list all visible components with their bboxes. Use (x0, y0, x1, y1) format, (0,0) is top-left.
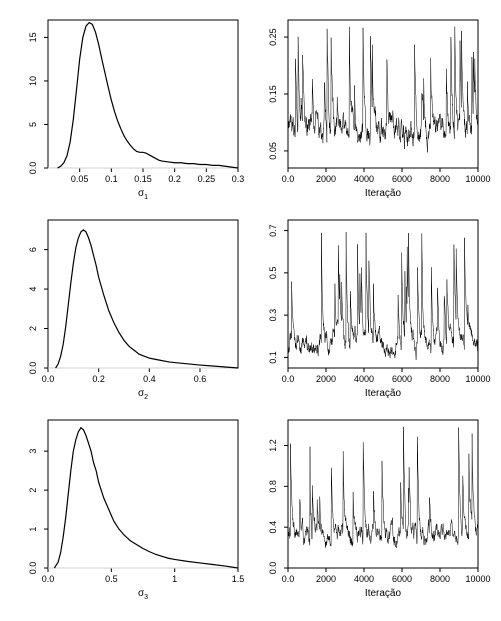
y-tick-label: 1 (28, 527, 38, 532)
y-tick-label: 0.8 (268, 480, 278, 493)
plot-frame (288, 20, 478, 168)
x-tick-label: 0.2 (168, 174, 181, 184)
x-tick-label: 0.4 (143, 374, 156, 384)
x-tick-label: 1 (172, 574, 177, 584)
density-curve (58, 23, 239, 168)
x-tick-label: 8000 (430, 374, 450, 384)
x-tick-label: 0.0 (282, 374, 295, 384)
x-tick-label: 0.25 (198, 174, 216, 184)
y-tick-label: 0.4 (268, 521, 278, 534)
y-tick-label: 1.2 (268, 439, 278, 452)
y-tick-label: 4 (28, 287, 38, 292)
x-axis-label: σ2 (138, 388, 148, 401)
x-tick-label: 10000 (465, 174, 490, 184)
plot-frame (48, 220, 238, 368)
panel-trace_sigma3: 0.0 2000 4000 6000 8000 10000 0.0 0.4 0.8 1.2 Iter… (268, 420, 491, 599)
x-axis-label: σ3 (138, 588, 148, 601)
x-tick-label: 1.5 (232, 574, 245, 584)
x-axis-label: Iteração (365, 188, 402, 199)
trace-line (288, 427, 478, 548)
y-tick-label: 2 (28, 488, 38, 493)
y-tick-label: 0.3 (268, 309, 278, 322)
x-tick-label: 6000 (392, 174, 412, 184)
x-tick-label: 0.6 (194, 374, 207, 384)
x-tick-label: 10000 (465, 574, 490, 584)
panel-density_sigma2: 0.0 0.2 0.4 0.6 0.0 2 4 6 σ2 (28, 220, 238, 401)
x-tick-label: 4000 (354, 374, 374, 384)
plot-frame (288, 420, 478, 568)
x-tick-label: 8000 (430, 174, 450, 184)
density-curve (54, 428, 238, 568)
x-tick-label: 0.2 (92, 374, 105, 384)
y-tick-label: 0.0 (268, 562, 278, 575)
x-tick-label: 6000 (392, 574, 412, 584)
y-tick-label: 3 (28, 449, 38, 454)
x-tick-label: 0.0 (42, 574, 55, 584)
y-tick-label: 0.25 (268, 28, 278, 46)
panel-trace_sigma1: 0.0 2000 4000 6000 8000 10000 0.05 0.15 0.25 Iter… (268, 20, 491, 199)
x-tick-label: 0.1 (105, 174, 118, 184)
panel-trace_sigma2: 0.0 2000 4000 6000 8000 10000 0.1 0.3 0.5 0.7 Iter… (268, 220, 491, 399)
y-tick-label: 0.15 (268, 85, 278, 103)
y-tick-label: 0.0 (28, 162, 38, 175)
x-tick-label: 0.0 (282, 574, 295, 584)
y-tick-label: 15 (28, 32, 38, 42)
x-tick-label: 4000 (354, 174, 374, 184)
x-tick-label: 2000 (316, 174, 336, 184)
chart-container: 0.050.10.150.20.250.30.051015σ10.0200040… (0, 0, 501, 621)
plot-frame (48, 420, 238, 568)
density-curve (56, 230, 238, 368)
y-tick-label: 6 (28, 247, 38, 252)
x-tick-label: 8000 (430, 574, 450, 584)
y-tick-label: 0.1 (268, 351, 278, 364)
y-tick-label: 0.7 (268, 224, 278, 237)
y-tick-label: 10 (28, 76, 38, 86)
panel-density_sigma1: 0.050.10.150.20.250.30.051015σ1 (28, 20, 244, 201)
y-tick-label: 0.0 (28, 562, 38, 575)
x-tick-label: 4000 (354, 574, 374, 584)
y-tick-label: 0.05 (268, 142, 278, 160)
trace-line (288, 27, 478, 153)
y-tick-label: 0.5 (268, 267, 278, 280)
trace-line (288, 232, 478, 360)
x-tick-label: 0.15 (134, 174, 152, 184)
x-axis-label: σ1 (138, 188, 148, 201)
x-tick-label: 0.5 (105, 574, 118, 584)
x-tick-label: 10000 (465, 374, 490, 384)
chart-svg: 0.050.10.150.20.250.30.051015σ10.0200040… (0, 0, 501, 621)
x-tick-label: 0.0 (282, 174, 295, 184)
x-tick-label: 2000 (316, 374, 336, 384)
x-tick-label: 2000 (316, 574, 336, 584)
y-tick-label: 5 (28, 122, 38, 127)
x-tick-label: 0.05 (71, 174, 89, 184)
x-axis-label: Iteração (365, 588, 402, 599)
y-tick-label: 0.0 (28, 362, 38, 375)
x-tick-label: 0.3 (232, 174, 245, 184)
x-axis-label: Iteração (365, 388, 402, 399)
x-tick-label: 0.0 (42, 374, 55, 384)
panel-density_sigma3: 0.0 0.5 1 1.5 0.0 1 2 3 σ3 (28, 420, 244, 601)
x-tick-label: 6000 (392, 374, 412, 384)
y-tick-label: 2 (28, 326, 38, 331)
